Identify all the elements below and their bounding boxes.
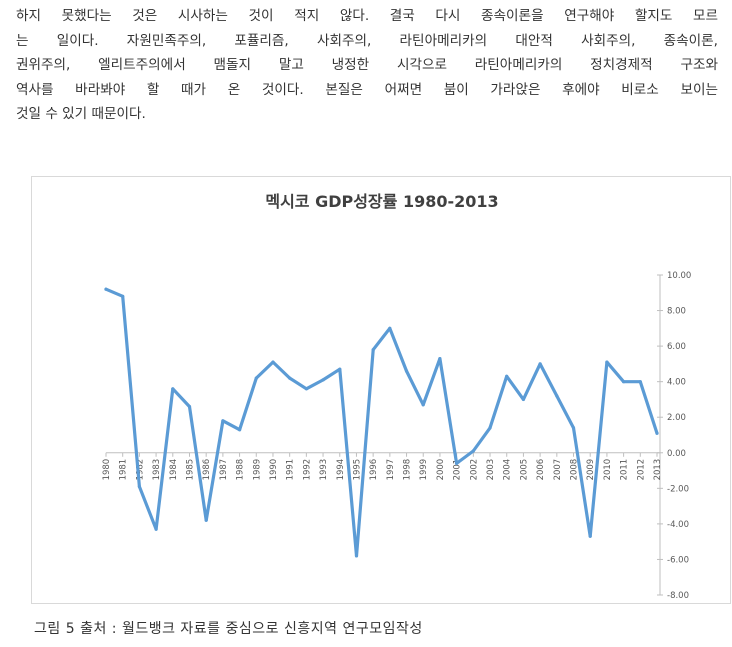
x-tick-label: 2007: [553, 459, 563, 481]
x-tick-label: 2008: [570, 459, 580, 481]
paragraph-line: 역사를 바라봐야 할 때가 온 것이다. 본질은 어쩌면 붐이 가라앉은 후에야…: [16, 81, 718, 98]
y-tick-label: -4.00: [667, 520, 689, 530]
data-point: [388, 326, 392, 330]
x-tick-label: 1987: [219, 459, 229, 481]
x-tick-label: 1984: [169, 459, 179, 481]
data-point: [538, 362, 542, 366]
x-tick-label: 2010: [603, 459, 613, 481]
x-tick-label: 1986: [202, 459, 212, 481]
data-point: [121, 294, 125, 298]
y-tick-label: 2.00: [667, 413, 686, 423]
x-tick-label: 2003: [486, 459, 496, 481]
data-point: [154, 527, 158, 531]
data-point: [655, 431, 659, 435]
paragraph-line: 는 일이다. 자원민족주의, 포퓰리즘, 사회주의, 라틴아메리카의 대안적 사…: [16, 32, 718, 49]
y-tick-label: 6.00: [667, 342, 686, 352]
data-point: [521, 397, 525, 401]
data-point: [254, 376, 258, 380]
chart-frame: 멕시코 GDP성장률 1980-2013 10.00 8.00 6.00 4.00 2.…: [31, 176, 731, 604]
data-point: [187, 405, 192, 409]
data-point: [354, 554, 359, 558]
x-tick-label: 2001: [453, 459, 463, 481]
data-point: [304, 387, 308, 391]
x-tick-label: 1985: [185, 459, 195, 481]
series-layer: [104, 287, 659, 558]
data-point: [455, 461, 459, 465]
y-tick-label: 4.00: [667, 378, 686, 388]
x-tick-label: 1996: [369, 459, 379, 481]
data-point: [137, 485, 141, 489]
data-point: [171, 387, 175, 391]
figure-caption: 그림 5 출처 : 월드뱅크 자료를 중심으로 신흥지역 연구모임작성: [34, 621, 423, 637]
x-tick-label: 1989: [252, 459, 262, 481]
x-tick-label: 2013: [653, 459, 663, 481]
data-point: [271, 360, 275, 364]
chart-title: 멕시코 GDP성장률 1980-2013: [265, 192, 498, 211]
x-tick-label: 1991: [286, 459, 296, 481]
x-tick-label: 1993: [319, 459, 329, 481]
x-tick-label: 1981: [119, 459, 129, 481]
data-point: [321, 378, 325, 382]
x-tick-label: 1998: [403, 459, 413, 481]
paragraph-line: 것일 수 있기 때문이다.: [16, 106, 146, 122]
y-tick-label: 8.00: [667, 307, 686, 317]
data-point: [505, 374, 509, 378]
x-tick-label: 2000: [436, 459, 446, 481]
paragraph-line: 권위주의, 엘리트주의에서 맴돌지 말고 냉정한 시각으로 라틴아메리카의 정치…: [16, 57, 718, 73]
x-tick-label: 1997: [386, 459, 396, 481]
data-point: [488, 426, 492, 430]
data-point: [622, 380, 626, 384]
data-point: [288, 376, 292, 380]
paragraph-line: 하지 못했다는 것은 시사하는 것이 적지 않다. 결국 다시 종속이론을 연구…: [16, 8, 718, 24]
x-tick-label: 1999: [419, 459, 429, 481]
y-tick-label: -2.00: [667, 484, 689, 494]
data-point: [338, 367, 342, 371]
x-tick-label: 1992: [302, 459, 312, 481]
data-point: [571, 426, 576, 430]
x-tick-label: 2002: [469, 459, 479, 481]
data-point: [638, 380, 642, 384]
y-tick-label: 10.00: [667, 271, 691, 281]
data-point: [438, 357, 442, 361]
body-paragraph: 하지 못했다는 것은 시사하는 것이 적지 않다. 결국 다시 종속이론을 연구…: [16, 4, 718, 127]
data-point: [371, 348, 375, 352]
series-line: [104, 287, 659, 558]
data-point: [404, 369, 409, 373]
data-point: [238, 428, 242, 432]
x-tick-label: 2011: [620, 459, 630, 481]
x-tick-label: 1980: [102, 459, 112, 481]
data-point: [471, 449, 475, 453]
x-tick-label: 1988: [236, 459, 246, 481]
gdp-line-chart: 멕시코 GDP성장률 1980-2013 10.00 8.00 6.00 4.00 2.…: [102, 192, 691, 601]
x-tick-label: 2004: [503, 459, 513, 481]
data-point: [605, 360, 609, 364]
data-point: [555, 394, 559, 398]
data-point: [204, 518, 208, 522]
data-point: [421, 403, 425, 407]
x-tick-label: 2005: [519, 459, 529, 481]
x-tick-label: 2009: [586, 459, 596, 481]
x-tick-label: 1995: [352, 459, 362, 481]
y-tick-label: -8.00: [667, 591, 689, 601]
data-point: [104, 287, 108, 291]
x-tick-label: 1983: [152, 459, 162, 481]
x-tick-label: 2012: [636, 459, 646, 481]
y-tick-label: -6.00: [667, 555, 689, 565]
x-tick-label: 1990: [269, 459, 279, 481]
data-point: [588, 534, 592, 538]
x-tick-label: 1982: [135, 459, 145, 481]
y-tick-label: 0.00: [667, 449, 686, 459]
axis-layer: 10.00 8.00 6.00 4.00 2.00 0.00 -2.00 -4.00 -6.00…: [102, 271, 691, 601]
x-tick-label: 2006: [536, 459, 546, 481]
x-tick-label: 1994: [336, 459, 346, 481]
data-point: [221, 419, 225, 423]
